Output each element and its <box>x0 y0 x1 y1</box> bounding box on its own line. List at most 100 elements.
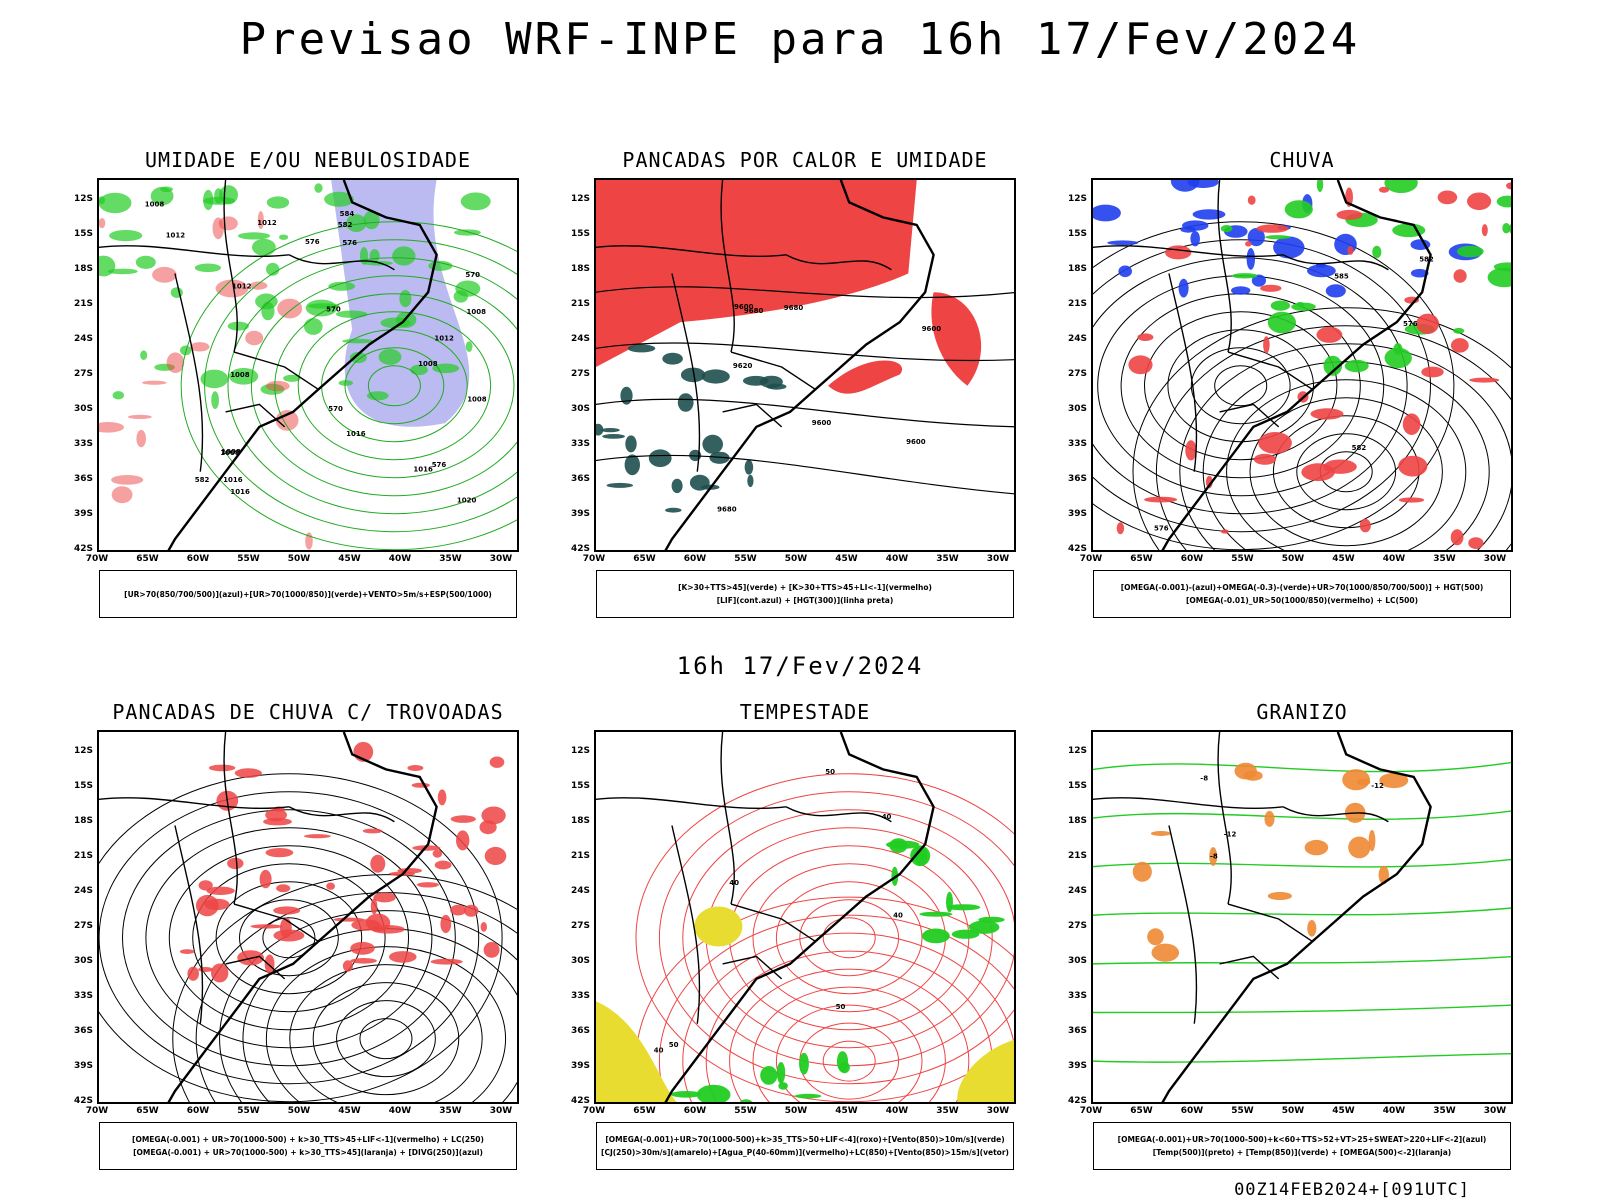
height-contour <box>596 454 1014 495</box>
streamline <box>1167 329 1314 443</box>
field-shading <box>437 789 447 806</box>
contour-label: 40 <box>882 813 892 821</box>
field-shading <box>211 391 219 409</box>
latitude-label: 36S <box>1067 474 1087 484</box>
field-shading <box>1264 810 1275 827</box>
longitude-label: 55W <box>237 1106 260 1116</box>
longitude-label: 55W <box>734 554 757 564</box>
contour-label: 570 <box>328 405 343 413</box>
latitude-label: 30S <box>1067 956 1087 966</box>
field-shading <box>250 924 283 929</box>
longitude-label: 45W <box>338 1106 361 1116</box>
forecast-time-label: 16h 17/Fev/2024 <box>676 652 924 680</box>
field-shading <box>1456 245 1484 258</box>
streamline <box>729 968 970 1102</box>
political-border <box>722 403 783 428</box>
field-shading <box>208 764 236 772</box>
longitude-label: 45W <box>338 554 361 564</box>
field-shading <box>305 299 338 317</box>
field-shading <box>919 911 953 917</box>
streamline <box>799 899 900 977</box>
legend-line: [OMEGA(-0.01)_UR>50(1000/850)(vermelho) … <box>1185 596 1419 605</box>
contour-label: 1012 <box>257 219 277 227</box>
temperature-contour <box>1093 1004 1511 1014</box>
streamline <box>1155 325 1511 550</box>
jet-stream-region <box>957 1040 1014 1102</box>
field-shading <box>432 849 443 858</box>
temperature-contour <box>1093 1053 1511 1063</box>
contour-label: 585 <box>1334 273 1349 281</box>
field-shading <box>1325 284 1346 298</box>
panel-title: UMIDADE E/OU NEBULOSIDADE <box>144 148 472 172</box>
latitude-label: 36S <box>1067 1026 1087 1036</box>
contour-label: 1008 <box>230 371 250 379</box>
panel-title: CHUVA <box>1269 148 1335 172</box>
field-shading <box>1307 264 1336 278</box>
field-shading <box>1372 245 1382 259</box>
latitude-label: 24S <box>1067 334 1087 344</box>
field-shading <box>460 192 491 211</box>
latitude-label: 12S <box>73 194 93 204</box>
longitude-axis: 70W 65W 60W 55W 50W 45W 40W 35W 30W <box>1080 1106 1513 1118</box>
contour-label: 1008 <box>418 360 438 368</box>
field-shading <box>99 255 116 277</box>
field-shading <box>680 367 706 383</box>
legend-line: [OMEGA(-0.001) + UR>70(1000-500) + k>30_… <box>132 1135 484 1144</box>
panel-title: PANCADAS DE CHUVA C/ TROVOADAS <box>112 700 504 724</box>
field-shading <box>1379 772 1409 789</box>
political-border <box>223 180 238 353</box>
longitude-label: 45W <box>1332 1106 1355 1116</box>
field-shading <box>766 383 787 390</box>
latitude-label: 27S <box>570 369 590 379</box>
field-shading <box>279 234 289 240</box>
streamline <box>312 982 460 1096</box>
longitude-label: 50W <box>1281 554 1305 564</box>
latitude-label: 27S <box>570 921 590 931</box>
field-shading <box>1231 286 1251 295</box>
field-shading <box>1378 186 1390 193</box>
contour-label: 40 <box>654 1046 664 1054</box>
longitude-label: 70W <box>582 554 606 564</box>
field-shading <box>1453 327 1465 334</box>
longitude-axis: 70W 65W 60W 55W 50W 45W 40W 35W 30W <box>86 1106 519 1118</box>
latitude-label: 27S <box>1067 369 1087 379</box>
field-shading <box>1253 453 1276 465</box>
field-shading <box>648 449 672 468</box>
field-shading <box>744 459 754 475</box>
political-border <box>730 903 816 943</box>
longitude-axis: 70W 65W 60W 55W 50W 45W 40W 35W 30W <box>1080 554 1513 566</box>
latitude-label: 12S <box>1067 194 1087 204</box>
contour-label: 570 <box>465 271 480 279</box>
streamline <box>635 773 1014 1102</box>
political-border <box>730 351 816 391</box>
political-border <box>1219 403 1280 428</box>
field-shading <box>1178 278 1189 298</box>
contour-label: 1008 <box>467 395 487 403</box>
contour-label: 1016 <box>230 488 250 496</box>
field-shading <box>273 906 301 915</box>
field-shading <box>362 828 383 834</box>
political-border <box>1217 732 1232 905</box>
legend-line: [OMEGA(-0.001)+UR>70(1000-500)+k>35_TTS>… <box>605 1135 1005 1144</box>
political-border <box>596 797 786 810</box>
field-shading <box>1506 182 1511 190</box>
field-shading <box>1384 180 1418 193</box>
field-shading <box>416 882 439 888</box>
latitude-label: 18S <box>570 816 590 826</box>
longitude-label: 30W <box>1483 1106 1507 1116</box>
longitude-label: 50W <box>287 1106 311 1116</box>
field-shading <box>1258 432 1292 454</box>
longitude-label: 35W <box>1433 1106 1456 1116</box>
field-shading <box>1209 847 1218 866</box>
field-shading <box>671 478 683 494</box>
field-shading <box>914 845 928 866</box>
latitude-label: 36S <box>73 474 93 484</box>
streamline <box>775 881 923 995</box>
field-shading <box>434 860 452 870</box>
latitude-label: 12S <box>73 746 93 756</box>
contour-label: 1008 <box>220 449 240 457</box>
streamline <box>168 845 409 1031</box>
field-shading <box>166 352 185 373</box>
latitude-label: 15S <box>73 781 93 791</box>
